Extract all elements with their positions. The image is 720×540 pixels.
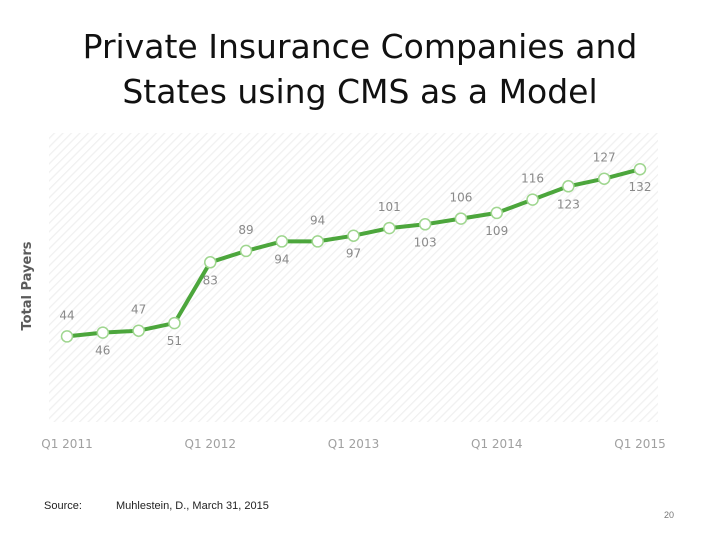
slide-title-line-1: Private Insurance Companies and bbox=[82, 27, 638, 66]
x-tick-label: Q1 2011 bbox=[41, 437, 92, 451]
data-point-marker bbox=[597, 172, 611, 185]
data-label: 94 bbox=[310, 213, 325, 227]
slide-title: Private Insurance Companies and States u… bbox=[0, 24, 720, 114]
data-label: 44 bbox=[59, 308, 74, 322]
x-axis-tick-labels: Q1 2011 Q1 2012 Q1 2013 Q1 2014 Q1 2015 bbox=[41, 437, 665, 451]
data-point-marker bbox=[311, 235, 324, 248]
data-point-marker bbox=[562, 180, 575, 193]
data-point-marker bbox=[239, 244, 253, 258]
data-label: 47 bbox=[131, 303, 146, 317]
data-point-marker bbox=[383, 221, 396, 235]
data-point-markers bbox=[60, 162, 647, 343]
data-label: 109 bbox=[485, 224, 508, 238]
data-point-marker bbox=[633, 162, 647, 176]
data-label: 89 bbox=[238, 223, 253, 237]
x-tick-label: Q1 2012 bbox=[185, 437, 236, 451]
data-label: 46 bbox=[95, 344, 110, 358]
plot-background bbox=[49, 133, 658, 422]
data-point-marker bbox=[275, 235, 289, 248]
data-label: 51 bbox=[167, 334, 182, 348]
data-label: 103 bbox=[414, 235, 437, 249]
x-tick-label: Q1 2015 bbox=[614, 437, 665, 451]
data-label: 123 bbox=[557, 197, 580, 211]
data-label: 94 bbox=[274, 252, 289, 266]
data-point-marker bbox=[132, 324, 145, 337]
page-number: 20 bbox=[664, 510, 675, 520]
data-point-marker bbox=[490, 206, 503, 220]
y-axis-title: Total Payers bbox=[20, 241, 35, 330]
data-point-marker bbox=[526, 193, 539, 206]
data-label: 97 bbox=[346, 247, 361, 261]
data-point-marker bbox=[168, 316, 181, 330]
data-label: 83 bbox=[203, 273, 218, 287]
data-label: 127 bbox=[593, 151, 616, 165]
data-label: 101 bbox=[378, 200, 401, 214]
data-point-marker bbox=[418, 218, 432, 231]
data-labels: 44 46 47 51 83 89 94 94 97 101 103 106 109 116 123 127 1… bbox=[59, 151, 651, 358]
data-point-marker bbox=[204, 256, 217, 269]
data-point-marker bbox=[60, 330, 74, 343]
x-tick-label: Q1 2014 bbox=[471, 437, 522, 451]
data-point-marker bbox=[347, 229, 360, 242]
data-label: 132 bbox=[629, 180, 652, 194]
source-citation: Muhlestein, D., March 31, 2015 bbox=[116, 500, 269, 512]
x-tick-label: Q1 2013 bbox=[328, 437, 379, 451]
data-label: 116 bbox=[521, 172, 544, 186]
data-label: 106 bbox=[449, 191, 472, 205]
data-point-marker bbox=[454, 212, 468, 225]
data-point-marker bbox=[96, 326, 110, 339]
source-label: Source: bbox=[44, 500, 82, 512]
slide-title-line-2: States using CMS as a Model bbox=[122, 72, 598, 111]
